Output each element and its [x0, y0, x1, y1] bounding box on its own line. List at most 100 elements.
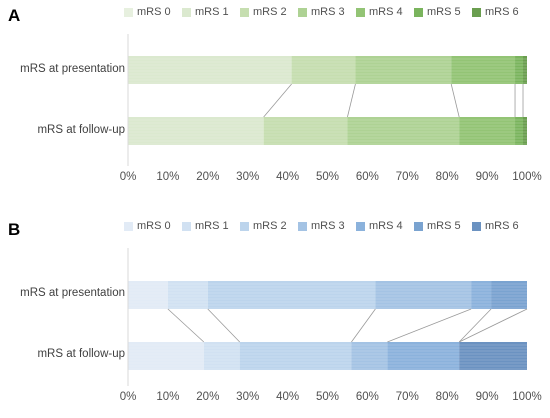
bar-segment: [128, 117, 264, 145]
legend-label: mRS 0: [137, 6, 171, 18]
x-tick-label: 60%: [356, 171, 379, 183]
bar-segment: [523, 56, 527, 84]
bar-segment: [263, 117, 348, 145]
legend-item: mRS 0: [124, 220, 182, 232]
row-label-presentation: mRS at presentation: [20, 63, 125, 75]
x-tick-label: 50%: [316, 391, 339, 403]
bar-segment: [387, 342, 460, 370]
bar-segment: [523, 117, 527, 145]
x-tick-label: 0%: [120, 391, 137, 403]
legend-label: mRS 0: [137, 220, 171, 232]
connector-line: [458, 308, 492, 343]
chart-panel-a: A mRS 0 mRS 1 mRS 2 mRS 3 mRS 4 mRS 5 mRS 6 mR…: [0, 0, 550, 205]
bar-segment: [347, 117, 460, 145]
connector-line: [167, 308, 205, 343]
legend-label: mRS 4: [369, 220, 403, 232]
x-tick-label: 20%: [196, 391, 219, 403]
bar-segment: [203, 342, 240, 370]
bar-segment: [375, 281, 472, 309]
legend-label: mRS 2: [253, 220, 287, 232]
legend-label: mRS 1: [195, 220, 229, 232]
legend-item: mRS 2: [240, 220, 298, 232]
legend: mRS 0 mRS 1 mRS 2 mRS 3 mRS 4 mRS 5 mRS 6: [124, 6, 530, 18]
x-tick-label: 100%: [512, 171, 541, 183]
legend-swatch: [472, 7, 481, 17]
legend: mRS 0 mRS 1 mRS 2 mRS 3 mRS 4 mRS 5 mRS 6: [124, 220, 530, 232]
x-tick-label: 60%: [356, 391, 379, 403]
legend-item: mRS 6: [472, 6, 530, 18]
connector-line: [263, 83, 292, 118]
legend-swatch: [356, 221, 365, 231]
x-tick-label: 10%: [156, 171, 179, 183]
legend-item: mRS 5: [414, 220, 472, 232]
row-label-follow-up: mRS at follow-up: [37, 348, 125, 360]
x-tick-label: 30%: [236, 171, 259, 183]
connector-line: [387, 308, 472, 343]
bar-segment: [239, 342, 352, 370]
bar-segment: [128, 56, 292, 84]
bar-segment: [355, 56, 452, 84]
legend-swatch: [182, 7, 191, 17]
connector-line: [458, 308, 528, 343]
legend-item: mRS 0: [124, 6, 182, 18]
legend-item: mRS 3: [298, 220, 356, 232]
legend-label: mRS 4: [369, 6, 403, 18]
legend-label: mRS 6: [485, 6, 519, 18]
x-tick-label: 50%: [316, 171, 339, 183]
x-tick-label: 0%: [120, 171, 137, 183]
bar-segment: [351, 342, 388, 370]
x-tick-label: 100%: [512, 391, 541, 403]
legend-label: mRS 5: [427, 6, 461, 18]
x-tick-label: 30%: [236, 391, 259, 403]
bar-segment: [515, 56, 524, 84]
x-tick-label: 20%: [196, 171, 219, 183]
chart-plot: 0% 10% 20% 30% 40% 50% 60% 70% 80% 90% 100%: [120, 34, 542, 183]
legend-item: mRS 4: [356, 220, 414, 232]
connector-line: [207, 308, 241, 343]
row-label-follow-up: mRS at follow-up: [37, 124, 125, 136]
legend-item: mRS 3: [298, 6, 356, 18]
legend-swatch: [124, 7, 133, 17]
x-tick-label: 70%: [396, 391, 419, 403]
legend-item: mRS 6: [472, 220, 530, 232]
legend-swatch: [298, 7, 307, 17]
legend-swatch: [472, 221, 481, 231]
bar-segment: [167, 281, 208, 309]
legend-item: mRS 4: [356, 6, 414, 18]
legend-item: mRS 1: [182, 6, 240, 18]
legend-swatch: [298, 221, 307, 231]
bar-segment: [291, 56, 356, 84]
legend-swatch: [414, 7, 423, 17]
x-tick-label: 90%: [476, 391, 499, 403]
panel-label: B: [8, 220, 21, 239]
row-label-presentation: mRS at presentation: [20, 287, 125, 299]
chart-plot: 0% 10% 20% 30% 40% 50% 60% 70% 80% 90% 100%: [120, 248, 542, 403]
chart-panel-b: B mRS 0 mRS 1 mRS 2 mRS 3 mRS 4 mRS 5 mRS 6 mR…: [0, 214, 550, 418]
connector-line: [450, 83, 460, 118]
legend-label: mRS 2: [253, 6, 287, 18]
panel-label: A: [8, 6, 21, 25]
legend-label: mRS 3: [311, 6, 345, 18]
legend-item: mRS 1: [182, 220, 240, 232]
bar-segment: [207, 281, 376, 309]
legend-label: mRS 1: [195, 6, 229, 18]
bar-segment: [471, 281, 492, 309]
legend-swatch: [414, 221, 423, 231]
x-tick-label: 10%: [156, 391, 179, 403]
legend-item: mRS 5: [414, 6, 472, 18]
x-tick-label: 80%: [436, 171, 459, 183]
x-tick-label: 40%: [276, 171, 299, 183]
legend-swatch: [240, 7, 249, 17]
x-tick-label: 90%: [476, 171, 499, 183]
legend-label: mRS 6: [485, 220, 519, 232]
legend-label: mRS 3: [311, 220, 345, 232]
legend-label: mRS 5: [427, 220, 461, 232]
legend-item: mRS 2: [240, 6, 298, 18]
x-tick-label: 40%: [276, 391, 299, 403]
legend-swatch: [124, 221, 133, 231]
bar-segment: [459, 117, 516, 145]
x-tick-label: 80%: [436, 391, 459, 403]
bar-segment: [459, 342, 527, 370]
bar-segment: [491, 281, 527, 309]
legend-swatch: [240, 221, 249, 231]
